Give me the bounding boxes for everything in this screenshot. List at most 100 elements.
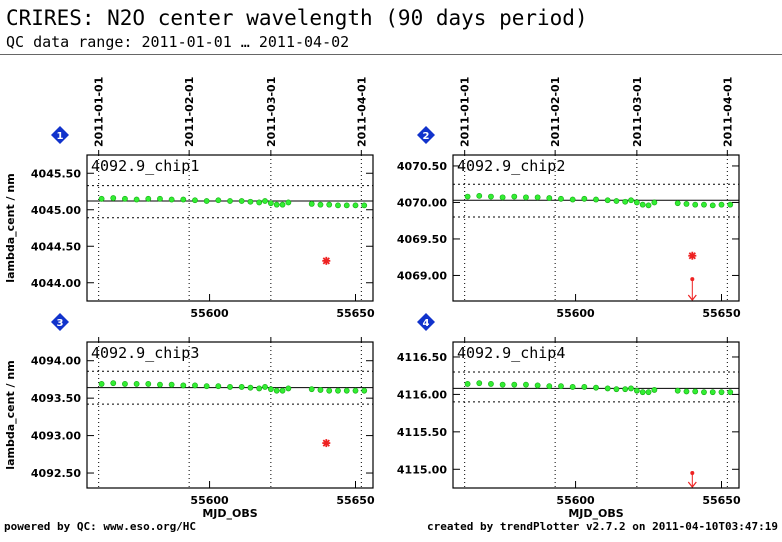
chart-panel-4: 4115.00 4115.50 4116.00 4116.50 55600 55650 40… bbox=[397, 313, 741, 520]
x-tick-label: 55650 bbox=[702, 307, 741, 320]
x-axis-label: MJD_OBS bbox=[202, 507, 257, 520]
data-point bbox=[488, 193, 494, 200]
y-tick-label: 4044.00 bbox=[31, 277, 81, 290]
data-point bbox=[499, 194, 506, 201]
data-point bbox=[326, 201, 333, 208]
data-point bbox=[192, 197, 198, 204]
y-tick-label: 4115.00 bbox=[397, 463, 447, 476]
data-point bbox=[692, 201, 699, 208]
outlier-point bbox=[322, 439, 331, 448]
date-tick-label: 2011-01-01 bbox=[459, 77, 472, 147]
x-axis-label: MJD_OBS bbox=[568, 507, 623, 520]
data-point bbox=[308, 386, 315, 393]
data-point bbox=[651, 387, 658, 393]
data-point bbox=[488, 381, 494, 387]
out-of-range-arrow bbox=[687, 277, 697, 301]
data-point bbox=[326, 387, 333, 394]
y-tick-label: 4044.50 bbox=[31, 240, 81, 253]
data-point bbox=[718, 201, 725, 208]
date-tick-label: 2011-02-01 bbox=[549, 77, 562, 147]
badge-number: 4 bbox=[423, 318, 430, 329]
y-tick-label: 4070.00 bbox=[397, 196, 447, 209]
data-point bbox=[279, 387, 286, 394]
data-point bbox=[273, 201, 280, 208]
y-tick-label: 4115.50 bbox=[397, 426, 447, 439]
data-point bbox=[317, 387, 324, 393]
data-point bbox=[110, 380, 117, 387]
data-point bbox=[215, 197, 222, 204]
plot-frame bbox=[86, 341, 374, 489]
y-tick-label: 4092.50 bbox=[31, 467, 81, 480]
outlier-stroke bbox=[688, 252, 696, 260]
data-point bbox=[317, 201, 324, 208]
data-point bbox=[683, 201, 690, 207]
badge-diamond bbox=[417, 126, 435, 144]
data-point bbox=[247, 198, 254, 205]
data-point bbox=[581, 384, 588, 390]
data-point bbox=[709, 389, 716, 396]
data-point bbox=[692, 388, 699, 395]
data-point bbox=[98, 381, 105, 387]
data-point bbox=[628, 385, 634, 392]
data-point bbox=[157, 381, 163, 388]
plot-frame bbox=[452, 341, 740, 489]
data-point bbox=[604, 197, 611, 204]
data-point bbox=[511, 381, 518, 388]
date-tick-label: 2011-04-01 bbox=[721, 77, 734, 147]
footer-credit-right: created by trendPlotter v2.7.2 on 2011-0… bbox=[427, 520, 778, 533]
date-tick-label: 2011-03-01 bbox=[265, 77, 278, 147]
data-point bbox=[701, 389, 707, 396]
data-point bbox=[499, 381, 506, 388]
data-point bbox=[613, 198, 620, 204]
page-subtitle: QC data range: 2011-01-01 … 2011-04-02 bbox=[6, 33, 350, 51]
data-point bbox=[203, 383, 210, 390]
data-point bbox=[523, 381, 529, 388]
data-point bbox=[633, 387, 640, 394]
x-tick-label: 55650 bbox=[336, 307, 375, 320]
data-point bbox=[192, 382, 198, 389]
data-point bbox=[335, 387, 341, 394]
data-point bbox=[279, 201, 286, 208]
chart-panel-2: 2011-01-01 2011-02-01 2011-03-01 2011-04-01… bbox=[397, 77, 741, 320]
data-point bbox=[203, 198, 210, 204]
y-axis-label: lambda_cent / nm bbox=[4, 360, 17, 469]
outlier-point bbox=[322, 256, 331, 265]
data-point bbox=[215, 383, 222, 390]
data-point bbox=[267, 386, 274, 393]
data-point bbox=[267, 200, 274, 207]
data-point bbox=[593, 196, 599, 203]
chart-panel-3: 4092.50 4093.00 4093.50 4094.00 55600 55650 40… bbox=[4, 313, 375, 520]
badge-diamond bbox=[51, 313, 69, 331]
plot-frame bbox=[86, 154, 374, 302]
data-point bbox=[645, 389, 652, 396]
data-point bbox=[110, 195, 117, 201]
outlier-stroke bbox=[322, 439, 330, 447]
data-point bbox=[256, 385, 263, 392]
y-tick-label: 4094.00 bbox=[31, 355, 81, 368]
y-tick-label: 4116.00 bbox=[397, 388, 447, 401]
date-tick-label: 2011-02-01 bbox=[183, 77, 196, 147]
data-point bbox=[523, 194, 529, 201]
panel-label: 4092.9_chip1 bbox=[91, 157, 199, 175]
x-tick-label: 55600 bbox=[190, 494, 229, 507]
date-tick-label: 2011-03-01 bbox=[631, 77, 644, 147]
data-point bbox=[352, 387, 359, 394]
badge-diamond bbox=[51, 126, 69, 144]
data-point bbox=[285, 199, 292, 206]
data-point bbox=[361, 202, 368, 209]
data-point bbox=[534, 194, 541, 201]
data-point bbox=[180, 382, 187, 389]
badge-number: 3 bbox=[57, 318, 64, 329]
data-point bbox=[308, 201, 315, 207]
data-point bbox=[145, 381, 152, 387]
data-point bbox=[701, 201, 707, 208]
data-point bbox=[639, 201, 646, 208]
data-point bbox=[674, 200, 681, 207]
data-point bbox=[122, 381, 128, 387]
panel-number-badge: 1 bbox=[51, 126, 69, 144]
data-point bbox=[511, 193, 518, 200]
data-point bbox=[534, 382, 541, 389]
data-point bbox=[628, 197, 634, 204]
x-tick-label: 55650 bbox=[336, 494, 375, 507]
data-point bbox=[683, 388, 690, 395]
